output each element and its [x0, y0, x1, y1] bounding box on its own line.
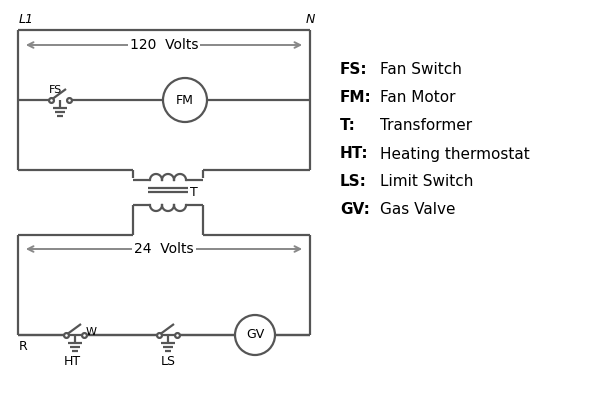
- Text: HT: HT: [64, 355, 81, 368]
- Text: FS:: FS:: [340, 62, 368, 78]
- Circle shape: [163, 78, 207, 122]
- Text: FM:: FM:: [340, 90, 372, 106]
- Text: LS:: LS:: [340, 174, 367, 190]
- Text: FS: FS: [49, 85, 63, 95]
- Text: T: T: [190, 186, 198, 199]
- Text: 120  Volts: 120 Volts: [130, 38, 198, 52]
- Text: GV:: GV:: [340, 202, 370, 218]
- Text: Fan Switch: Fan Switch: [380, 62, 462, 78]
- Text: N: N: [305, 13, 314, 26]
- Text: R: R: [19, 340, 28, 353]
- Text: Heating thermostat: Heating thermostat: [380, 146, 530, 162]
- Circle shape: [235, 315, 275, 355]
- Text: L1: L1: [19, 13, 34, 26]
- Text: T:: T:: [340, 118, 356, 134]
- Text: Transformer: Transformer: [380, 118, 472, 134]
- Text: LS: LS: [160, 355, 175, 368]
- Text: Fan Motor: Fan Motor: [380, 90, 455, 106]
- Text: Limit Switch: Limit Switch: [380, 174, 473, 190]
- Text: 24  Volts: 24 Volts: [134, 242, 194, 256]
- Text: FM: FM: [176, 94, 194, 106]
- Text: W: W: [86, 327, 97, 337]
- Text: GV: GV: [246, 328, 264, 342]
- Text: HT:: HT:: [340, 146, 369, 162]
- Text: Gas Valve: Gas Valve: [380, 202, 455, 218]
